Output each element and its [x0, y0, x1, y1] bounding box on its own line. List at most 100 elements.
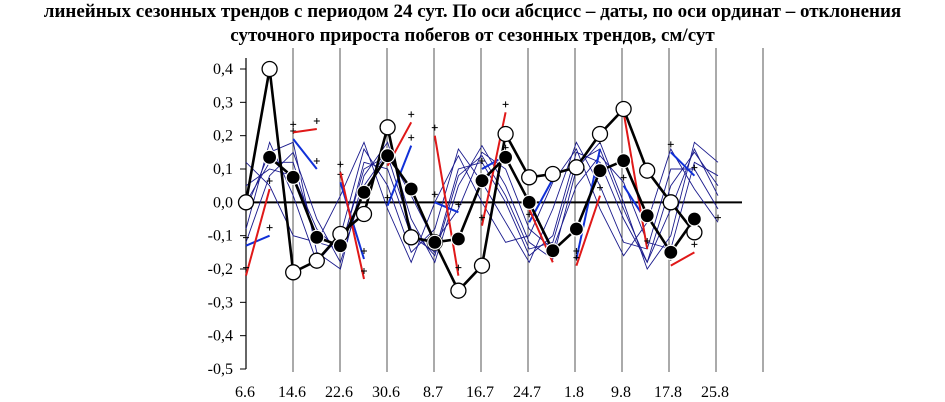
y-tick-label: 0,3	[213, 94, 233, 111]
y-tick-label: -0,1	[208, 228, 233, 245]
x-tick-label: 24.7	[513, 384, 541, 401]
blue-dash-segment	[245, 234, 270, 247]
x-tick-label: 1.8	[564, 384, 584, 401]
filled-circle-point	[498, 149, 514, 165]
thin-series-6	[245, 151, 719, 264]
thin-series-5	[245, 141, 719, 264]
blue-dash-segment	[386, 145, 413, 207]
filled-circle-point	[285, 169, 301, 185]
plus-marker	[266, 224, 273, 231]
plus-marker	[313, 158, 320, 164]
open-circle-point	[544, 165, 561, 183]
plus-marker	[691, 241, 698, 248]
y-tick-label: -0,4	[208, 328, 233, 345]
plus-marker	[479, 158, 485, 164]
plus-marker	[620, 174, 627, 181]
filled-circle-point	[309, 229, 325, 245]
plus-marker	[597, 184, 603, 191]
filled-circle-point	[450, 231, 466, 247]
filled-circle-point	[545, 243, 561, 259]
plus-marker	[384, 194, 391, 201]
filled-circle-point	[663, 244, 679, 260]
y-tick-label: 0,0	[213, 194, 233, 211]
plus-marker	[337, 161, 344, 168]
open-circle-point	[662, 194, 679, 211]
open-circle-point	[497, 125, 514, 143]
filled-circle-point	[639, 208, 655, 224]
open-circle-point	[686, 224, 703, 241]
x-tick-label: 9.8	[611, 384, 631, 401]
plus-marker	[408, 111, 415, 118]
filled-circle-point	[380, 148, 396, 164]
blue-dash-segment	[292, 138, 318, 170]
y-tick-label: 0,1	[213, 161, 233, 178]
y-tick-label: -0,3	[208, 294, 233, 311]
filled-circle-point	[521, 194, 537, 210]
y-tick-label: -0,2	[208, 261, 233, 278]
open-circle-point	[591, 125, 609, 143]
filled-circle-point	[427, 234, 443, 250]
x-tick-label: 6.6	[235, 384, 255, 401]
red-dash-segment	[245, 188, 271, 276]
red-dash-segment	[293, 128, 317, 134]
plus-marker	[313, 118, 320, 124]
plus-marker	[243, 234, 249, 241]
plus-marker	[361, 248, 367, 254]
filled-circle-point	[332, 238, 348, 254]
plus-marker	[573, 254, 580, 261]
plus-marker	[290, 128, 297, 134]
y-tick-label: 0,4	[213, 61, 233, 78]
plus-marker	[455, 264, 462, 271]
filled-circle-point	[356, 184, 372, 200]
red-dash-segment	[433, 135, 460, 276]
filled-circle-point	[615, 153, 632, 169]
filled-circle-point	[262, 149, 278, 165]
plus-marker	[502, 101, 509, 108]
open-circle-point	[355, 205, 373, 223]
open-circle-point	[308, 252, 325, 269]
open-circle-point	[473, 257, 491, 274]
plus-marker	[243, 264, 249, 271]
open-circle-point	[568, 159, 585, 176]
open-circle-point	[285, 264, 302, 281]
red-dash-segment	[670, 251, 695, 267]
open-circle-point	[403, 229, 420, 246]
filled-circle-point	[474, 173, 490, 189]
x-tick-label: 14.6	[278, 384, 306, 401]
red-dash-segment	[622, 112, 649, 250]
y-tick-label: -0,5	[208, 361, 233, 378]
x-tick-label: 16.7	[466, 384, 494, 401]
open-circle-point	[639, 162, 656, 179]
open-circle-point	[261, 60, 278, 78]
plus-marker	[431, 191, 438, 198]
x-tick-label: 30.6	[372, 384, 400, 401]
thin-series-7	[245, 147, 719, 264]
plus-marker	[431, 124, 438, 131]
plus-marker	[715, 214, 721, 221]
plus-marker	[290, 121, 297, 128]
x-tick-label: 8.7	[423, 384, 443, 401]
plus-marker	[573, 248, 580, 254]
filled-circle-point	[592, 163, 608, 179]
blue-dash-segment	[670, 151, 696, 177]
caption-line-2: суточного прироста побегов от сезонных т…	[230, 25, 715, 46]
plus-marker	[691, 164, 698, 171]
red-dash-segment	[575, 195, 601, 266]
x-tick-label: 25.8	[701, 384, 729, 401]
filled-circle-point	[686, 211, 703, 227]
plus-marker	[455, 201, 462, 208]
open-circle-point	[450, 282, 467, 299]
plus-marker	[667, 141, 674, 148]
y-tick-label: 0,2	[213, 128, 233, 145]
plus-marker	[266, 178, 273, 184]
figure-caption: линейных сезонных трендов с периодом 24 …	[0, 0, 945, 48]
open-circle-point	[521, 169, 538, 186]
x-tick-label: 17.8	[654, 384, 682, 401]
open-circle-point	[237, 194, 255, 211]
plus-marker	[361, 268, 367, 274]
plus-marker	[479, 214, 485, 221]
caption-line-1: линейных сезонных трендов с периодом 24 …	[43, 1, 902, 22]
plus-marker	[644, 238, 651, 244]
plus-marker	[408, 134, 415, 141]
